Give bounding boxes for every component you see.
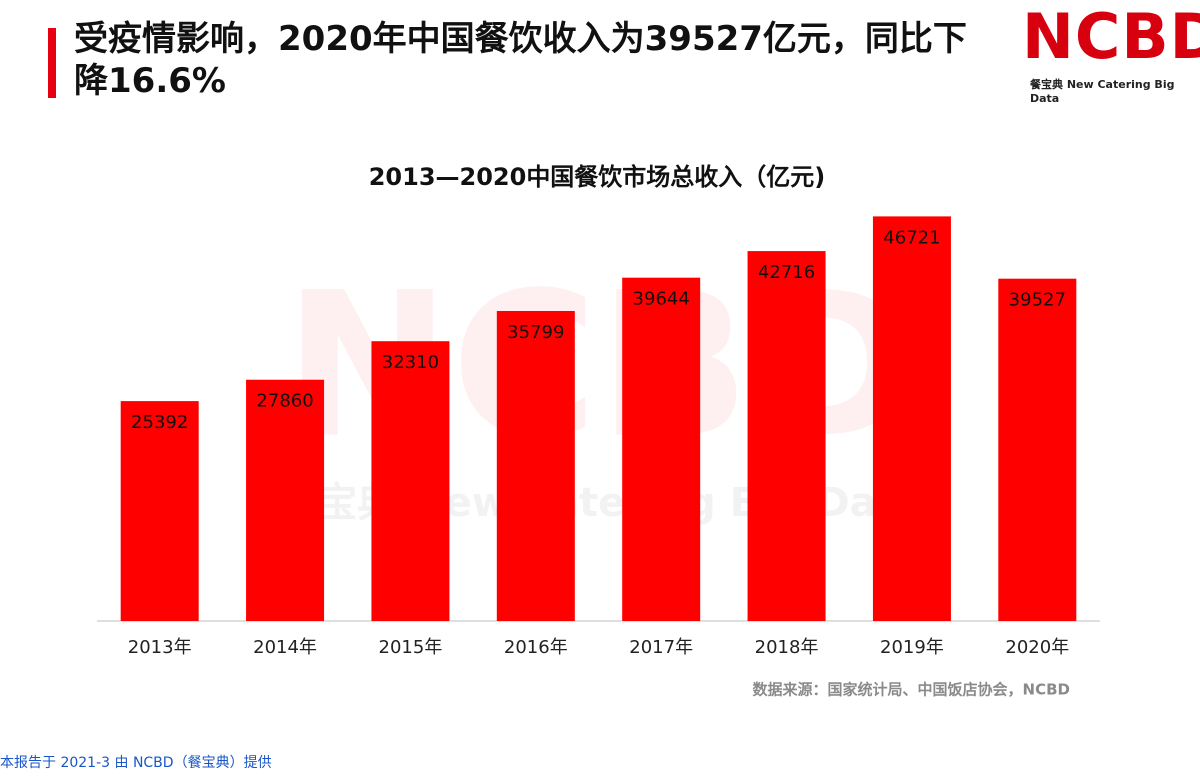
bar <box>246 379 325 621</box>
logo-tagline: 餐宝典 New Catering Big Data <box>1030 78 1175 105</box>
x-tick-label: 2019年 <box>880 637 944 658</box>
x-tick-label: 2015年 <box>379 637 443 658</box>
bar <box>747 251 826 621</box>
value-label: 35799 <box>507 322 564 343</box>
x-tick-label: 2013年 <box>128 637 192 658</box>
bar <box>496 310 575 621</box>
bar <box>622 277 701 621</box>
logo: NCBD <box>1022 0 1200 73</box>
bar <box>120 401 199 621</box>
slide-title: 受疫情影响，2020年中国餐饮收入为39527亿元，同比下降16.6% <box>74 19 967 101</box>
value-label: 42716 <box>758 262 815 283</box>
value-label: 46721 <box>883 227 940 248</box>
x-tick-label: 2016年 <box>504 637 568 658</box>
x-tick-label: 2020年 <box>1005 637 1069 658</box>
x-tick-label: 2014年 <box>253 637 317 658</box>
bar <box>872 216 951 622</box>
value-label: 39644 <box>633 289 690 310</box>
value-label: 39527 <box>1009 290 1066 311</box>
value-label: 27860 <box>256 391 313 412</box>
bar <box>998 278 1077 621</box>
x-tick-label: 2017年 <box>629 637 693 658</box>
footer-note: 本报告于 2021-3 由 NCBD（餐宝典）提供 <box>0 755 272 771</box>
source-note: 数据来源：国家统计局、中国饭店协会，NCBD <box>753 681 1070 699</box>
value-label: 32310 <box>382 352 439 373</box>
x-tick-label: 2018年 <box>755 637 819 658</box>
chart-title: 2013—2020中国餐饮市场总收入（亿元) <box>369 163 826 191</box>
title-accent <box>48 28 56 98</box>
value-label: 25392 <box>131 412 188 433</box>
bar <box>371 341 450 621</box>
